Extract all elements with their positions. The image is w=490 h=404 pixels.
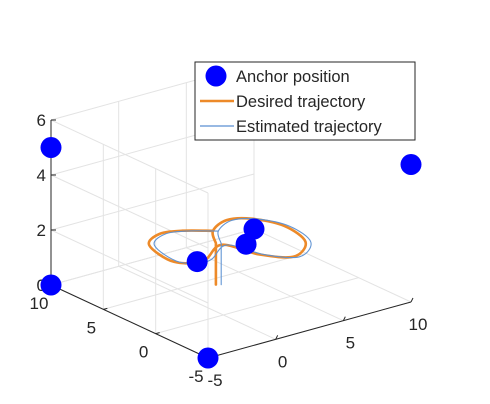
y-tick-label: 0 xyxy=(139,343,148,362)
anchor-position-marker xyxy=(235,233,257,255)
z-tick-label: 4 xyxy=(37,166,46,185)
y-tick-label: -5 xyxy=(188,367,203,386)
grid-line-floor-x xyxy=(253,228,412,303)
grid-line-wall-z xyxy=(50,119,209,194)
x-tick xyxy=(275,335,279,340)
anchor-position-marker xyxy=(40,274,62,296)
anchor-position-marker xyxy=(197,347,219,369)
legend-label: Estimated trajectory xyxy=(236,118,383,136)
grid-line-side-z xyxy=(50,173,255,231)
y-tick xyxy=(103,307,108,310)
y-tick-label: 10 xyxy=(30,294,49,313)
x-tick-label: 5 xyxy=(346,334,355,353)
legend: Anchor position Desired trajectory Estimat… xyxy=(194,61,416,141)
x-tick-label: 0 xyxy=(278,352,287,371)
grid-line-wall-z xyxy=(50,174,209,249)
grid-line-floor-x xyxy=(118,265,276,340)
grid-line-side-z xyxy=(50,228,255,286)
legend-swatch-anchor xyxy=(205,65,227,87)
desired-trajectory-line xyxy=(147,216,308,286)
x-tick xyxy=(342,316,346,321)
x-tick-label: -5 xyxy=(207,371,222,390)
x-tick-label: 10 xyxy=(409,315,428,334)
anchor-position-marker xyxy=(186,251,208,273)
legend-label: Desired trajectory xyxy=(236,93,366,111)
z-tick-label: 2 xyxy=(37,221,46,240)
grid-line-floor-y xyxy=(155,277,359,335)
x-axis-line xyxy=(207,301,412,359)
plot-area xyxy=(40,137,422,369)
grid-line-floor-y xyxy=(103,252,307,310)
legend-label: Anchor position xyxy=(236,68,350,86)
estimated-trajectory-line xyxy=(153,217,312,286)
x-tick xyxy=(410,297,414,303)
y-tick-label: 5 xyxy=(87,318,96,337)
y-tick xyxy=(155,332,160,335)
anchor-position-marker xyxy=(40,137,62,158)
y-axis-line xyxy=(50,284,209,359)
grid-line-wall-z xyxy=(50,229,209,304)
anchor-position-marker xyxy=(400,154,422,175)
z-tick-label: 6 xyxy=(37,111,46,130)
grid-line-floor-x xyxy=(186,247,344,322)
